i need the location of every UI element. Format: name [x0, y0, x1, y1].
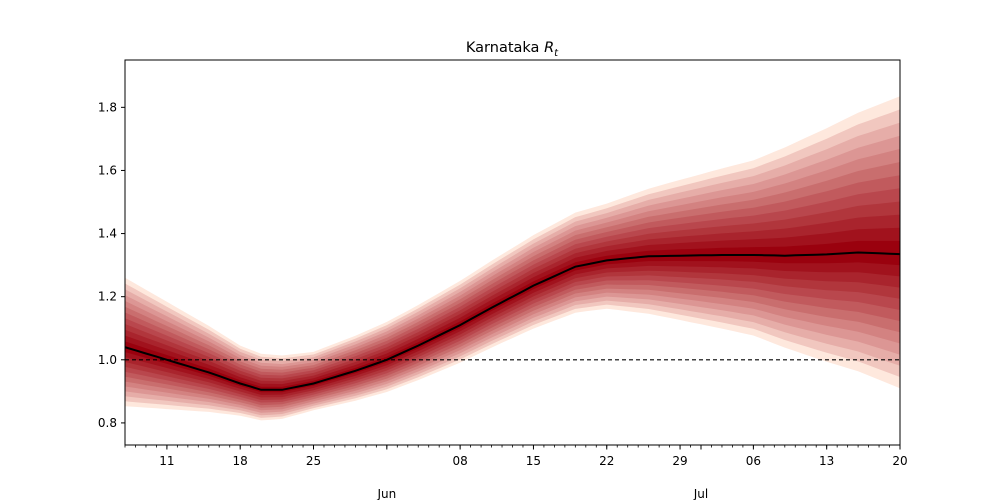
x-axis: 11 18 25 08 15 22 29 06 13 20 Jun Jul: [124, 445, 908, 500]
median-line-group: [125, 251, 900, 391]
x-tick-label: 15: [526, 454, 541, 468]
y-tick-label: 1.0: [98, 353, 117, 367]
x-tick-label: 20: [892, 454, 907, 468]
chart-title-math: R: [544, 40, 554, 56]
x-tick-label: 11: [159, 454, 174, 468]
x-tick-label: 22: [599, 454, 614, 468]
y-axis: 0.8 1.0 1.2 1.4 1.6 1.8: [98, 100, 125, 430]
y-tick-label: 1.2: [98, 290, 117, 304]
x-tick-label: 29: [672, 454, 687, 468]
chart-title-subscript: t: [554, 48, 559, 59]
uncertainty-band: [125, 240, 900, 393]
y-tick-label: 1.8: [98, 100, 117, 114]
x-tick-label: 25: [306, 454, 321, 468]
x-tick-label: 13: [819, 454, 834, 468]
uncertainty-bands: [125, 96, 900, 421]
chart-title: Karnataka Rt: [466, 40, 559, 59]
x-tick-label: 08: [452, 454, 467, 468]
y-tick-label: 0.8: [98, 416, 117, 430]
x-month-label: Jun: [376, 487, 396, 500]
y-tick-label: 1.4: [98, 227, 117, 241]
x-tick-label: 18: [233, 454, 248, 468]
median-line: [125, 251, 900, 391]
x-tick-label: 06: [746, 454, 761, 468]
chart-title-text: Karnataka: [466, 40, 540, 56]
x-month-label: Jul: [693, 487, 708, 500]
y-tick-label: 1.6: [98, 163, 117, 177]
